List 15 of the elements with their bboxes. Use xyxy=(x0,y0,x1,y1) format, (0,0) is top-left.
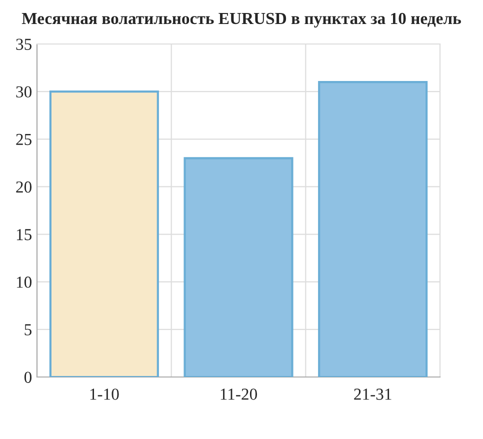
x-tick-label: 11-20 xyxy=(220,388,257,400)
bar xyxy=(49,90,159,377)
y-tick-label: 35 xyxy=(16,38,32,50)
bar xyxy=(184,157,294,377)
y-tick-label: 15 xyxy=(16,229,32,240)
y-tick-label: 10 xyxy=(16,276,32,288)
x-tick-label: 1-10 xyxy=(90,388,119,400)
y-tick-label: 0 xyxy=(24,372,32,383)
chart-title: Месячная волатильность EURUSD в пунктах за 10 недель xyxy=(22,12,461,28)
y-tick-label: 25 xyxy=(16,134,32,146)
y-tick-label: 5 xyxy=(24,324,32,336)
x-tick-label: 21-31 xyxy=(354,388,392,400)
bar xyxy=(318,81,428,377)
y-tick-label: 30 xyxy=(16,86,32,98)
y-tick-label: 20 xyxy=(16,181,32,193)
